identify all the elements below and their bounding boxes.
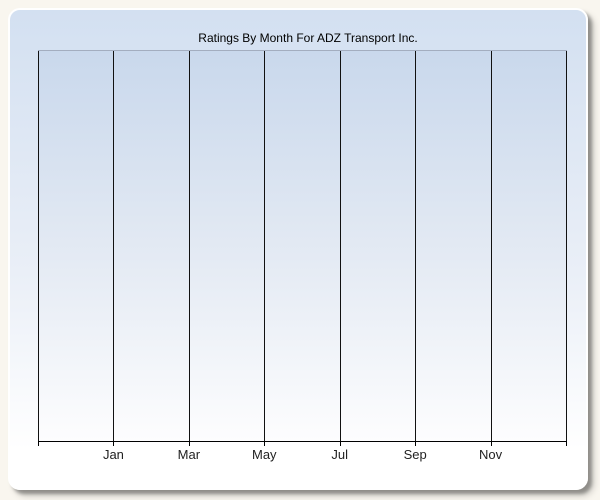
- gridline: [490, 51, 492, 441]
- x-axis-tick: [38, 442, 39, 446]
- x-axis-tick: [264, 442, 266, 446]
- chart-title: Ratings By Month For ADZ Transport Inc.: [198, 31, 418, 45]
- x-axis-tick: [188, 442, 190, 446]
- gridline: [339, 51, 341, 441]
- x-axis-tick: [490, 442, 492, 446]
- plot-area: [38, 50, 567, 446]
- x-axis-tick-label: Jan: [102, 447, 124, 462]
- x-axis-tick-label: Mar: [177, 447, 201, 462]
- x-axis-tick-label: Nov: [479, 447, 503, 462]
- x-axis-tick: [113, 442, 115, 446]
- x-axis-tick-label: Sep: [403, 447, 427, 462]
- gridline: [566, 51, 567, 441]
- x-axis-tick: [339, 442, 341, 446]
- gridline: [188, 51, 190, 441]
- x-axis-tick-label: Jul: [331, 447, 349, 462]
- x-axis-tick: [415, 442, 417, 446]
- x-axis-tick: [566, 442, 567, 446]
- gridline: [264, 51, 266, 441]
- gridline: [113, 51, 115, 441]
- x-axis-tick-label: May: [252, 447, 277, 462]
- x-axis: Jan Mar May Jul Sep Nov: [38, 447, 567, 465]
- gridline: [415, 51, 417, 441]
- gridline: [38, 51, 39, 441]
